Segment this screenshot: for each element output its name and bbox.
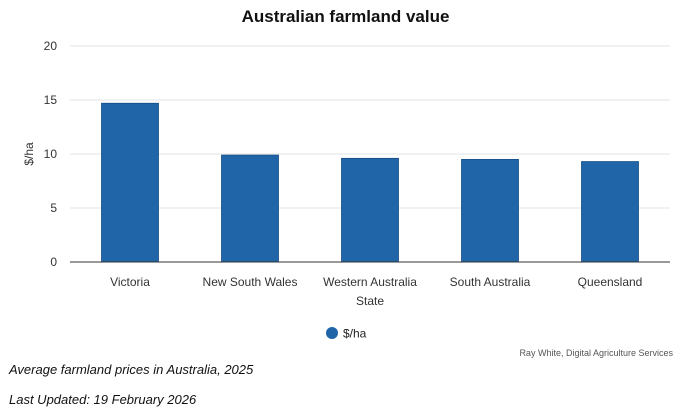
x-tick-label: Queensland	[578, 275, 643, 289]
x-axis-title: State	[356, 294, 384, 308]
last-updated: Last Updated: 19 February 2026	[9, 392, 197, 407]
chart-caption: Average farmland prices in Australia, 20…	[9, 362, 254, 377]
legend-marker-icon	[326, 327, 338, 339]
y-tick-label: 5	[50, 201, 57, 215]
x-tick-label: New South Wales	[203, 275, 298, 289]
chart-title: Australian farmland value	[241, 7, 450, 26]
x-tick-label: Victoria	[110, 275, 150, 289]
y-tick-label: 10	[44, 147, 58, 161]
y-tick-label: 20	[44, 39, 58, 53]
source-credit: Ray White, Digital Agriculture Services	[519, 348, 673, 358]
legend-label: $/ha	[343, 327, 367, 341]
x-axis-ticks: Victoria New South Wales Western Australia…	[110, 275, 642, 289]
bar-western-australia[interactable]	[341, 157, 399, 263]
bars	[101, 102, 639, 263]
bar-queensland[interactable]	[581, 161, 639, 263]
bar-south-australia[interactable]	[461, 158, 519, 263]
x-tick-label: South Australia	[450, 275, 531, 289]
y-tick-label: 15	[44, 93, 58, 107]
x-tick-label: Western Australia	[323, 275, 417, 289]
y-axis-title: $/ha	[22, 142, 36, 166]
legend[interactable]: $/ha	[326, 327, 367, 341]
y-tick-label: 0	[50, 255, 57, 269]
y-axis-ticks: 0 5 10 15 20	[44, 39, 58, 269]
bar-victoria[interactable]	[101, 102, 159, 263]
bar-new-south-wales[interactable]	[221, 154, 279, 263]
